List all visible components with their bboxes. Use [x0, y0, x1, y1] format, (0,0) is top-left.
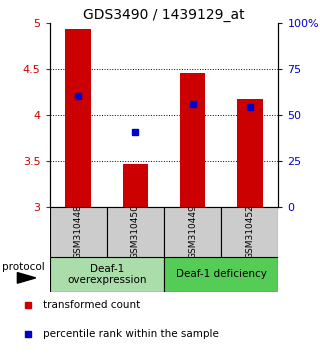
- Text: GSM310452: GSM310452: [245, 205, 254, 259]
- Bar: [164, 257, 278, 292]
- Text: GSM310449: GSM310449: [188, 205, 197, 259]
- Bar: [50, 257, 164, 292]
- Bar: [107, 207, 164, 257]
- Text: GSM310448: GSM310448: [74, 205, 83, 259]
- Text: GSM310450: GSM310450: [131, 204, 140, 259]
- Bar: [221, 207, 278, 257]
- Bar: [180, 73, 205, 207]
- Bar: [50, 207, 107, 257]
- Bar: [164, 207, 221, 257]
- Text: percentile rank within the sample: percentile rank within the sample: [43, 329, 219, 339]
- Bar: [237, 99, 263, 207]
- Bar: [123, 164, 148, 207]
- Polygon shape: [17, 273, 36, 283]
- Text: transformed count: transformed count: [43, 300, 140, 310]
- Text: Deaf-1 deficiency: Deaf-1 deficiency: [176, 269, 267, 279]
- Text: protocol: protocol: [3, 262, 45, 272]
- Bar: [65, 29, 91, 207]
- Text: Deaf-1
overexpression: Deaf-1 overexpression: [67, 263, 147, 285]
- Title: GDS3490 / 1439129_at: GDS3490 / 1439129_at: [83, 8, 245, 22]
